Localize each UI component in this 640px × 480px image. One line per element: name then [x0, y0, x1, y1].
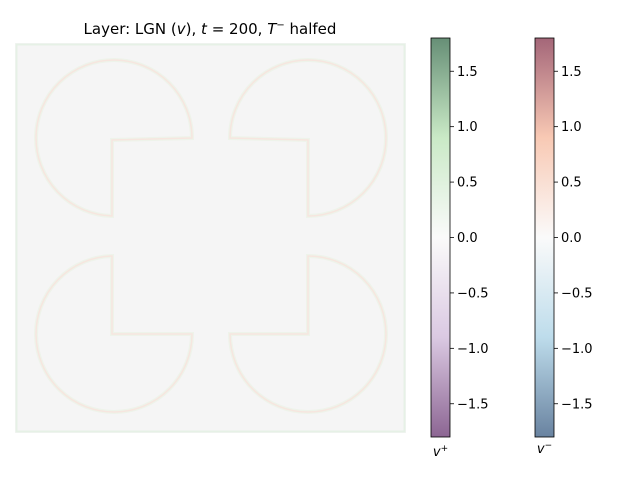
colorbar-vplus-tick-label: 1.5	[457, 65, 478, 80]
shape-top-right-inner	[229, 59, 387, 217]
colorbar-vminus-tick-label: 0.0	[561, 231, 582, 246]
colorbar-vplus-tick-label: −1.5	[457, 397, 489, 412]
shape-bottom-right-inner	[229, 255, 387, 413]
heatmap-border-edge	[15, 43, 406, 433]
colorbar-vminus-gradient	[535, 38, 554, 437]
heatmap-image	[15, 43, 406, 433]
colorbar-vminus-tick-label: −1.5	[561, 397, 593, 412]
colorbar-vminus: 1.5 1.0 0.5 0.0 −0.5 −1.0 −1.5 v−	[534, 37, 593, 457]
colorbar-vplus-tick-label: 0.5	[457, 176, 478, 191]
shape-bottom-left-inner	[35, 255, 193, 413]
colorbar-vplus: 1.5 1.0 0.5 0.0 −0.5 −1.0 −1.5 v+	[430, 37, 489, 460]
colorbar-vplus-tick-label: −1.0	[457, 342, 489, 357]
colorbar-vplus-tick-label: 0.0	[457, 231, 478, 246]
colorbar-vminus-tick-label: 1.5	[561, 65, 582, 80]
colorbar-vminus-tick-label: −1.0	[561, 342, 593, 357]
colorbar-vminus-tick-label: 1.0	[561, 120, 582, 135]
heatmap-background	[15, 43, 406, 433]
colorbar-vplus-label: v+	[433, 444, 448, 460]
chart-title: Layer: LGN (v), t = 200, T− halfed	[84, 20, 337, 38]
colorbar-vplus-ticks: 1.5 1.0 0.5 0.0 −0.5 −1.0 −1.5	[450, 65, 489, 412]
colorbar-vminus-tick-label: −0.5	[561, 286, 593, 301]
colorbar-vplus-gradient	[431, 38, 450, 437]
colorbar-vminus-tick-label: 0.5	[561, 176, 582, 191]
colorbar-vplus-tick-label: 1.0	[457, 120, 478, 135]
colorbar-vminus-label: v−	[537, 441, 552, 457]
colorbar-vplus-tick-label: −0.5	[457, 286, 489, 301]
shape-top-left-inner	[35, 59, 193, 217]
colorbar-vminus-ticks: 1.5 1.0 0.5 0.0 −0.5 −1.0 −1.5	[554, 65, 593, 412]
